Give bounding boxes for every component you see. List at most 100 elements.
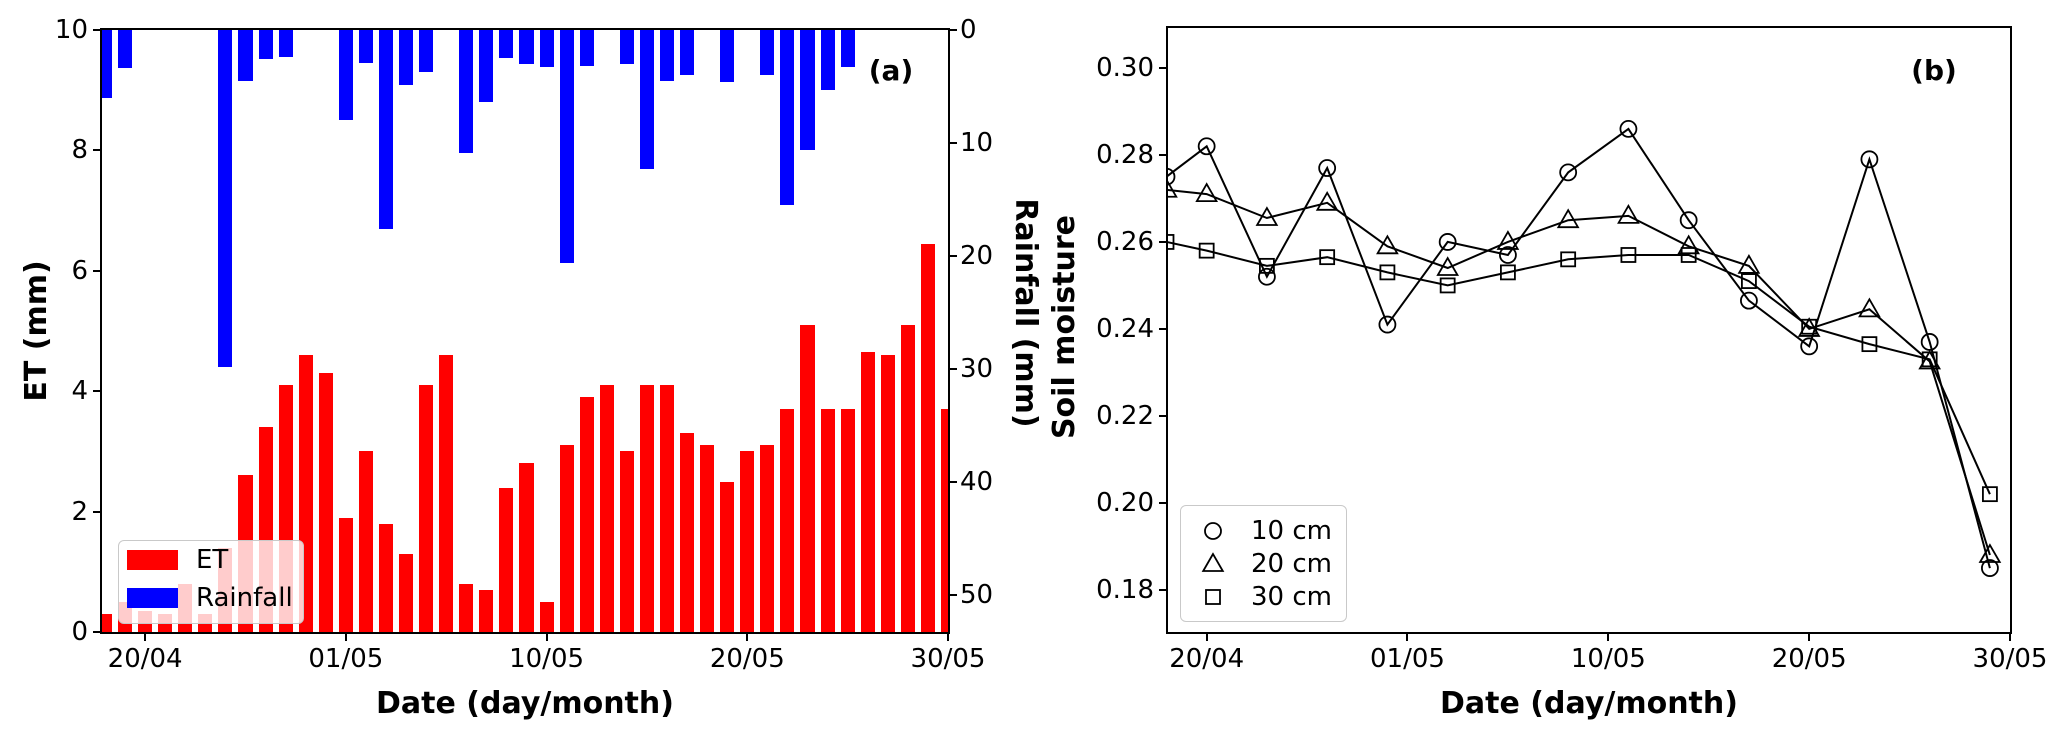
square-marker [1620, 247, 1637, 263]
panel-a-legend-label: Rainfall [196, 583, 293, 613]
square-marker [1500, 264, 1516, 281]
circle-marker [1679, 211, 1698, 230]
rainfall-bar [102, 30, 113, 98]
rainfall-bar [760, 30, 775, 76]
circle-marker [1204, 522, 1222, 540]
et-bar [102, 613, 113, 632]
triangle-marker [1255, 206, 1279, 226]
rainfall-bar [218, 30, 233, 367]
et-bar [920, 243, 935, 632]
et-bar [519, 463, 534, 632]
rainfall-bar [258, 30, 273, 60]
rainfall-bar [559, 30, 574, 263]
panel-a-x-tick-label: 10/05 [509, 644, 585, 674]
square-marker [1801, 318, 1818, 335]
panel-b-y-tick [1159, 501, 1168, 504]
triangle-marker [1858, 297, 1881, 318]
et-bar [820, 409, 835, 632]
et-bar [539, 601, 554, 632]
panel-a-x-tick [746, 632, 749, 641]
et-bar [479, 589, 494, 632]
panel-a-rain-tick [948, 29, 957, 31]
triangle-marker [1436, 256, 1460, 276]
rainfall-bar [579, 30, 594, 67]
panel-b-x-tick-label: 01/05 [1370, 644, 1445, 674]
panel-a-et-tick [93, 390, 102, 393]
circle-marker [1860, 150, 1879, 169]
soil-moisture-line-20cm [1168, 188, 1991, 556]
et-bar [559, 445, 574, 632]
rainfall-bar [358, 30, 373, 63]
panel-a-et-tick-label: 2 [71, 496, 88, 527]
panel-b-x-tick [1808, 632, 1811, 641]
rainfall-bar [619, 30, 634, 64]
et-bar [700, 445, 715, 632]
et-bar [419, 385, 434, 632]
rainfall-bar [820, 30, 835, 90]
panel-b-x-tick-label: 20/04 [1169, 644, 1245, 674]
rainfall-bar [519, 30, 534, 64]
et-bar [639, 385, 654, 632]
panel-b-y-tick-label: 0.22 [1096, 400, 1154, 431]
panel-b-y-tick-label: 0.20 [1096, 487, 1154, 518]
panel-a-et-tick [93, 149, 102, 152]
triangle-marker [1617, 204, 1640, 224]
et-bar [840, 409, 855, 632]
square-marker [1198, 242, 1215, 259]
rainfall-bar [238, 30, 253, 81]
circle-marker [1740, 291, 1758, 310]
panel-a-x-tick-label: 30/05 [910, 644, 986, 674]
panel-a-et-tick-label: 10 [54, 15, 88, 45]
panel-b-x-axis-label: Date (day/month) [1440, 686, 1738, 721]
triangle-marker [1918, 349, 1942, 370]
panel-b-tag: (b) [1911, 54, 1957, 87]
et-bar [459, 583, 474, 632]
circle-marker [1438, 233, 1457, 251]
panel-a-et-tick [93, 269, 102, 272]
panel-a-x-tick-label: 01/05 [308, 644, 384, 674]
triangle-marker [1201, 552, 1225, 572]
panel-b-legend-label: 20 cm [1251, 549, 1332, 579]
soil-moisture-line-30cm [1168, 241, 1991, 495]
panel-a-rain-tick [948, 254, 957, 257]
triangle-marker [1376, 234, 1399, 255]
panel-a-rain-tick [948, 480, 957, 483]
panel-a-rain-tick-label: 30 [960, 353, 994, 384]
panel-b-y-tick [1159, 588, 1168, 591]
triangle-marker [1677, 234, 1701, 255]
rainfall-bar [459, 30, 474, 154]
square-marker [1168, 234, 1175, 250]
rainfall-bar [800, 30, 815, 150]
panel-a-rain-tick-label: 50 [960, 579, 994, 610]
et-bar [860, 352, 875, 632]
circle-marker [1619, 119, 1638, 138]
et-bar [720, 481, 735, 632]
panel-b-y-tick [1159, 67, 1168, 69]
triangle-marker [1496, 230, 1520, 250]
panel-a-et-tick [93, 631, 102, 633]
square-marker [1680, 247, 1697, 263]
panel-a-et-tick-label: 0 [71, 617, 88, 647]
et-bar [740, 451, 755, 632]
soil-moisture-line-10cm [1168, 127, 1991, 569]
rainfall-bar [659, 30, 675, 81]
et-bar [499, 487, 514, 632]
rainfall-bar [378, 30, 394, 229]
rainfall-bar [680, 30, 695, 76]
panel-a-y-axis-label-left: ET (mm) [19, 260, 54, 402]
panel-a-et-tick [93, 29, 102, 31]
et-bar [318, 373, 333, 632]
et-bar [378, 523, 394, 632]
et-bar [780, 409, 795, 632]
circle-marker [1981, 559, 1999, 577]
rainfall-legend-swatch [127, 588, 178, 608]
circle-marker [1318, 159, 1337, 177]
rainfall-bar [539, 30, 554, 68]
rainfall-bar [479, 30, 494, 103]
panel-b-y-tick-label: 0.26 [1096, 226, 1154, 257]
panel-a-rain-tick [948, 141, 957, 144]
square-marker [1921, 351, 1938, 368]
circle-marker [1168, 167, 1176, 186]
panel-a-x-tick [545, 632, 548, 641]
panel-a-x-tick-label: 20/05 [709, 644, 785, 674]
